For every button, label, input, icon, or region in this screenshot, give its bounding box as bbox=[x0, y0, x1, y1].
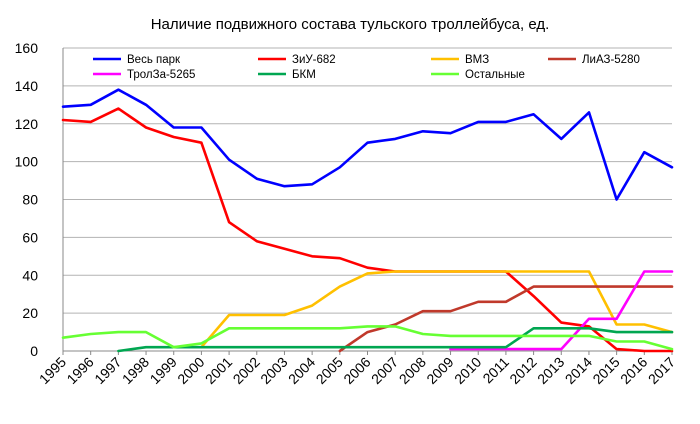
y-tick-label: 80 bbox=[22, 192, 38, 208]
legend-label: ЗиУ-682 bbox=[292, 54, 336, 66]
y-tick-label: 20 bbox=[22, 305, 38, 321]
x-tick-label: 2016 bbox=[617, 354, 650, 387]
x-tick-label: 1995 bbox=[36, 354, 69, 387]
x-tick-label: 1998 bbox=[119, 354, 152, 387]
series-line-5 bbox=[117, 327, 674, 353]
x-tick-label: 2010 bbox=[451, 354, 484, 387]
x-tick-label: 2013 bbox=[534, 354, 567, 387]
y-tick-label: 140 bbox=[15, 78, 39, 94]
x-tick-label: 2006 bbox=[340, 354, 373, 387]
series-line-0 bbox=[61, 88, 674, 201]
series-lines bbox=[61, 88, 674, 353]
x-tick-label: 2000 bbox=[174, 354, 207, 387]
y-axis-ticks: 0 20 40 60 80 100 120 140 160 bbox=[15, 40, 39, 359]
x-tick-label: 2007 bbox=[368, 354, 401, 387]
legend-label: ТролЗа-5265 bbox=[127, 69, 195, 81]
x-tick-label: 2014 bbox=[562, 354, 595, 387]
series-line-3 bbox=[338, 285, 674, 353]
legend-label: Остальные bbox=[465, 69, 525, 81]
x-tick-label: 2001 bbox=[202, 354, 235, 387]
x-tick-label: 2005 bbox=[313, 354, 346, 387]
chart-title: Наличие подвижного состава тульского тро… bbox=[151, 16, 550, 33]
x-tick-label: 2002 bbox=[230, 354, 263, 387]
y-tick-label: 60 bbox=[22, 229, 38, 245]
x-tick-label: 1999 bbox=[147, 354, 180, 387]
y-tick-label: 100 bbox=[15, 154, 39, 170]
x-tick-label: 2011 bbox=[479, 354, 512, 387]
x-tick-label: 1996 bbox=[63, 354, 96, 387]
x-tick-label: 2017 bbox=[645, 354, 678, 387]
x-axis-ticks: 1995199619971998199920002001200220032004… bbox=[36, 351, 678, 387]
y-tick-label: 40 bbox=[22, 267, 38, 283]
y-tick-label: 120 bbox=[15, 116, 39, 132]
x-tick-label: 2004 bbox=[285, 354, 318, 387]
x-tick-label: 2009 bbox=[423, 354, 456, 387]
y-tick-label: 0 bbox=[30, 343, 38, 359]
y-tick-label: 160 bbox=[15, 40, 39, 56]
series-line-4 bbox=[449, 270, 674, 351]
series-line-2 bbox=[200, 270, 674, 349]
legend-label: ВМЗ bbox=[465, 54, 489, 66]
legend-label: Весь парк bbox=[127, 54, 181, 66]
x-tick-label: 2003 bbox=[257, 354, 290, 387]
grid-lines bbox=[62, 47, 672, 352]
x-tick-label: 1997 bbox=[91, 354, 124, 387]
x-tick-label: 2015 bbox=[589, 354, 622, 387]
x-tick-label: 2008 bbox=[396, 354, 429, 387]
legend-label: БКМ bbox=[292, 69, 316, 81]
legend: Весь парк ЗиУ-682 ВМЗ ЛиАЗ-5280 ТролЗа-5265 Б… bbox=[93, 54, 640, 81]
series-line-6 bbox=[61, 325, 674, 351]
series-line-1 bbox=[61, 107, 674, 353]
x-tick-label: 2012 bbox=[506, 354, 539, 387]
legend-label: ЛиАЗ-5280 bbox=[582, 54, 640, 66]
